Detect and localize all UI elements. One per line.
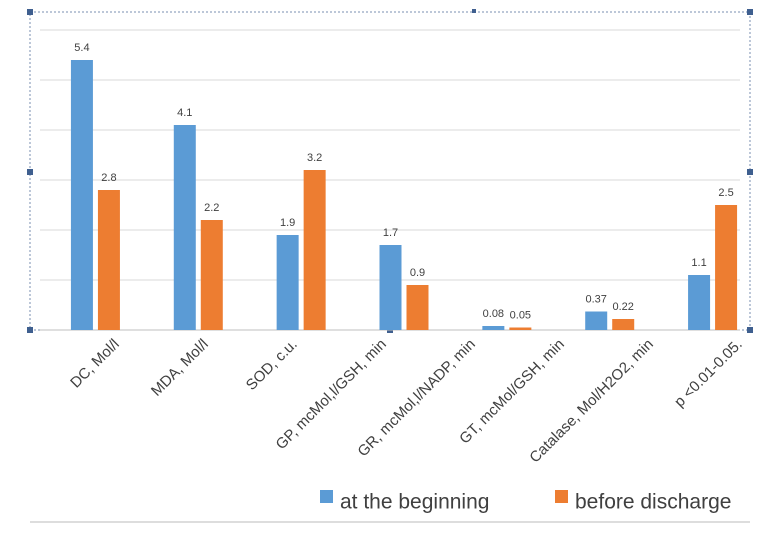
- legend-swatch: [555, 490, 568, 503]
- value-label: 2.8: [101, 172, 116, 184]
- value-label: 0.37: [586, 294, 607, 306]
- x-tick-label: MDA, Mol/l: [148, 336, 212, 400]
- value-label: 0.22: [613, 301, 634, 313]
- value-label: 4.1: [177, 107, 192, 119]
- legend-label: before discharge: [575, 491, 731, 514]
- bar: [406, 285, 429, 330]
- value-label: 2.2: [204, 202, 219, 214]
- value-label: 1.9: [280, 217, 295, 229]
- bar: [585, 311, 608, 330]
- bar: [715, 205, 738, 330]
- bar: [509, 327, 532, 330]
- value-label: 2.5: [718, 187, 733, 199]
- bar: [70, 60, 93, 330]
- bar: [276, 235, 299, 330]
- legend-label: at the beginning: [340, 491, 489, 514]
- bar: [482, 326, 505, 330]
- bar: [200, 220, 223, 330]
- bar: [688, 275, 711, 330]
- value-label: 1.1: [691, 257, 706, 269]
- x-tick-label: p <0.01-0.05.: [671, 336, 746, 411]
- value-label: 0.05: [510, 310, 531, 322]
- x-tick-label: DC, Mol/l: [67, 336, 123, 392]
- value-label: 1.7: [383, 227, 398, 239]
- value-label: 5.4: [74, 42, 89, 54]
- value-label: 0.08: [483, 308, 504, 320]
- bar: [97, 190, 120, 330]
- value-label: 3.2: [307, 152, 322, 164]
- legend-swatch: [320, 490, 333, 503]
- value-label: 0.9: [410, 267, 425, 279]
- bar: [612, 319, 635, 330]
- bar: [303, 170, 326, 330]
- bar: [379, 245, 402, 330]
- bar: [173, 125, 196, 330]
- x-tick-label: SOD, c.u.: [243, 336, 301, 394]
